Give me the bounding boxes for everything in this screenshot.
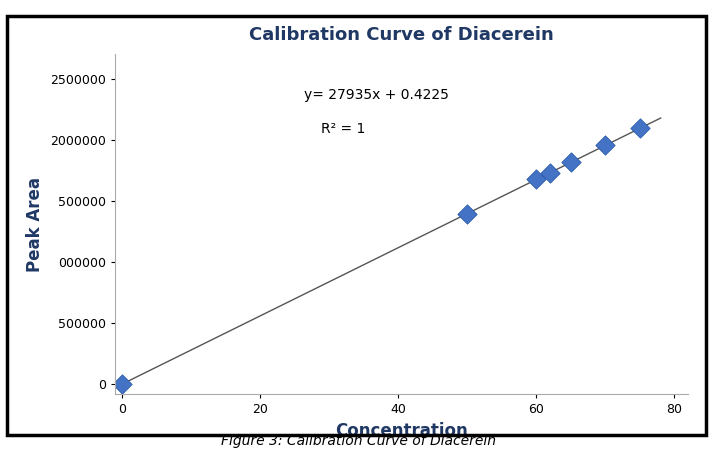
Point	[531, 176, 542, 183]
Point	[116, 381, 128, 388]
Point	[599, 142, 611, 149]
Title: Calibration Curve of Diacerein: Calibration Curve of Diacerein	[249, 26, 554, 44]
Point	[462, 210, 473, 217]
Y-axis label: Peak Area: Peak Area	[27, 177, 44, 272]
Point	[565, 159, 576, 166]
Text: Figure 3: Calibration Curve of Diacerein: Figure 3: Calibration Curve of Diacerein	[221, 434, 496, 448]
Text: R² = 1: R² = 1	[321, 122, 366, 136]
Point	[635, 125, 646, 132]
Point	[544, 169, 556, 176]
X-axis label: Concentration: Concentration	[335, 422, 468, 440]
Text: y= 27935x + 0.4225: y= 27935x + 0.4225	[304, 88, 449, 102]
